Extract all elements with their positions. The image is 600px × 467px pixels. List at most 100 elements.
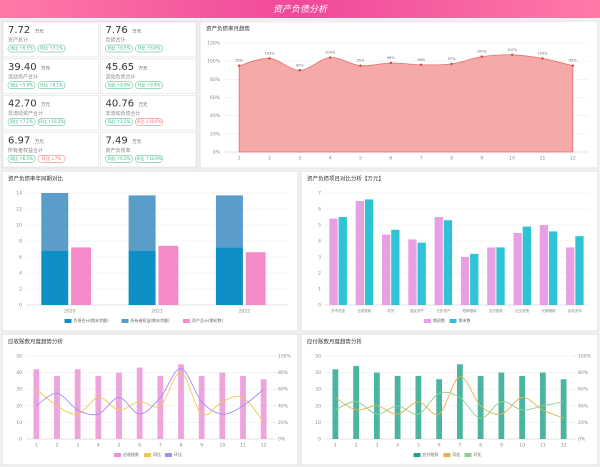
kpi-label: 所有者权益合计 [8,147,43,154]
value-label: 95% [235,59,243,63]
x-tick-label: 7 [458,443,461,449]
kpi-badge-text: 环比 ↑9.9% [138,81,161,87]
bar [353,365,360,439]
legend-label: 环比 [174,451,182,457]
legend-swatch [464,453,472,457]
x-tick-label: 短期借款 [463,308,477,313]
bar [116,372,122,439]
y-tick-label: 30 [315,387,321,393]
point [389,61,393,65]
kpi-unit: 万元 [139,65,148,71]
legend-swatch [424,319,431,323]
y2-tick-label: 100% [278,354,292,360]
legend-swatch [183,319,190,323]
legend-swatch [413,453,421,457]
bar [95,375,102,439]
x-tick-label: 8 [450,156,453,162]
area [238,54,574,153]
point [510,53,514,57]
chart-panel [300,333,599,466]
x-tick-label: 1 [334,443,337,449]
kpi-badge-text: 环比 ↓10.6% [136,118,162,124]
legend-label: 同比 [453,451,461,457]
legend-label: 所有者权益(期末余额) [131,317,171,323]
value-label: 98% [387,56,395,60]
legend-label: 负债合计(期末余额) [74,317,110,323]
bar [539,225,549,305]
y-tick-label: 10 [16,420,22,426]
y-tick-label: 2 [318,271,321,277]
legend-label: 应收账款 [123,451,139,457]
y-tick-label: 20% [210,131,221,137]
kpi-value: 6.97 [8,135,30,146]
legend-label: 环比 [474,451,482,457]
chart-title: 应收账款月度趋势分析 [8,338,64,346]
kpi-label: 流动资产合计 [8,73,38,80]
kpi-badge-text: 同比 ↑6.5% [10,45,33,51]
y2-tick-label: 60% [278,387,289,393]
y-tick-label: 50 [16,354,22,360]
chart-title: 资产负债率月趋势 [206,25,251,33]
kpi-badge-text: 环比 ↑8.1% [40,81,63,87]
kpi-badge [105,81,133,89]
x-tick-label: 6 [138,443,141,449]
legend-swatch [443,453,451,457]
x-tick-label: 2 [355,443,358,449]
kpi-badge [105,155,133,163]
bar-segment [215,247,243,305]
x-tick-label: 实收资本 [568,308,582,313]
legend-swatch [121,319,129,323]
value-label: 95% [569,59,577,63]
x-tick-label: 8 [180,443,183,449]
bar [391,229,400,305]
bar [519,375,526,439]
y2-tick-label: 0% [578,437,586,443]
value-label: 97% [448,57,456,61]
legend-label: 应付账款 [423,451,439,457]
x-tick-label: 4 [329,156,332,162]
header-bar [0,0,600,18]
kpi-badge-text: 同比 ↑6.5% [108,155,131,161]
x-tick-label: 2022 [239,309,251,315]
y-tick-label: 1 [318,287,321,293]
kpi-badge [135,118,163,126]
x-tick-label: 8 [479,443,482,449]
y-tick-label: 4 [19,271,22,277]
x-tick-label: 4 [396,443,399,449]
x-tick-label: 10 [519,443,525,449]
kpi-label: 非流动资产合计 [8,110,43,117]
y-tick-label: 0 [19,303,22,309]
bar-segment [41,250,69,305]
y-tick-label: 8 [19,239,22,245]
y2-tick-label: 20% [278,420,289,426]
kpi-badge [7,118,36,126]
kpi-label: 资产负债率 [106,147,131,154]
kpi-label: 负债合计 [106,37,126,44]
value-label: 107% [507,48,518,52]
kpi-badge [135,155,163,163]
x-tick-label: 11 [540,443,546,449]
bar-segment [41,193,69,251]
bar-segment [128,195,156,251]
kpi-label: 流动负债合计 [106,73,136,80]
bar-segment [215,195,243,248]
x-tick-label: 9 [500,443,503,449]
legend-label: 资产总计(期初数) [192,317,224,323]
x-tick-label: 9 [200,443,203,449]
kpi-badge-text: 环比 ↑6.6% [138,45,161,51]
kpi-value: 42.70 [8,99,37,110]
kpi-unit: 万元 [132,139,141,145]
y-tick-label: 60% [210,95,221,101]
bar [477,375,484,439]
y-tick-label: 3 [318,255,321,261]
x-tick-label: 2 [268,156,271,162]
x-tick-label: 12 [570,156,576,162]
bar [549,231,558,305]
x-tick-label: 6 [389,156,392,162]
point [419,63,423,66]
bar [575,236,584,305]
bar [436,379,443,439]
y-tick-label: 20 [16,403,22,409]
y-tick-label: 0 [318,437,321,443]
chart-title: 资产负债项目对比分析【万元】 [307,175,384,183]
